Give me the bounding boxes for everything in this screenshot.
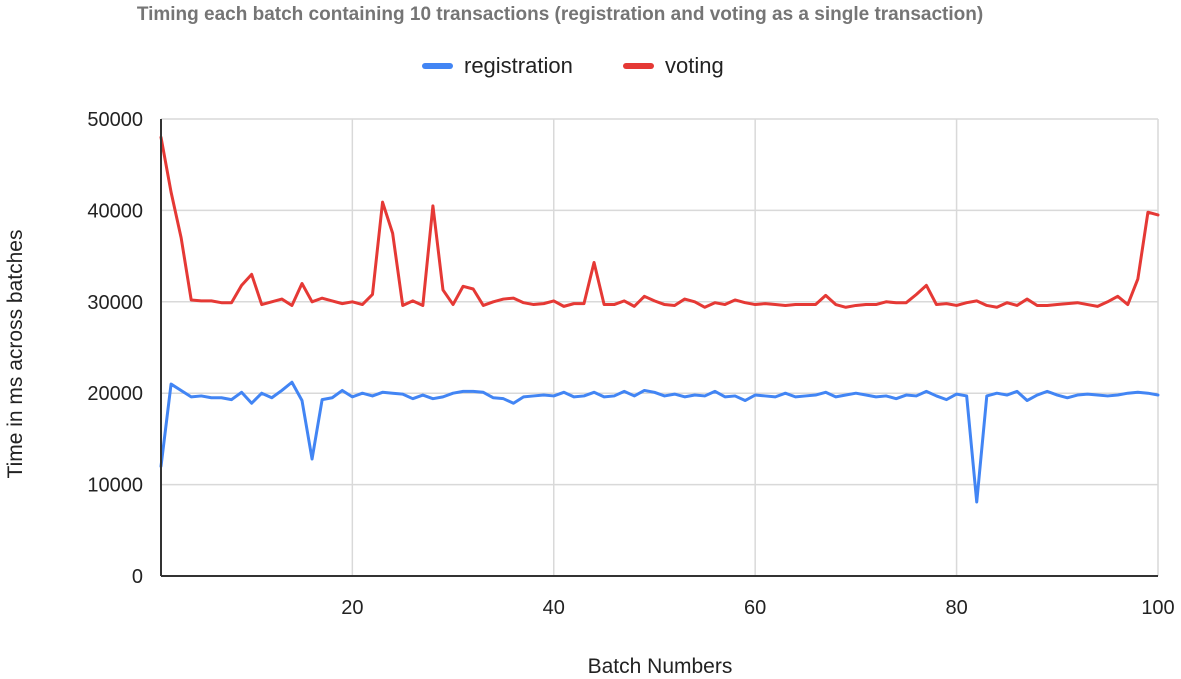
series-line-voting xyxy=(159,135,1160,309)
y-tick-label: 20000 xyxy=(87,383,143,405)
axes xyxy=(160,119,1158,577)
y-axis-title: Time in ms across batches xyxy=(4,230,27,479)
x-tick-label: 20 xyxy=(341,597,363,619)
grid xyxy=(161,118,1159,576)
x-tick-label: 100 xyxy=(1141,597,1174,619)
legend-label-voting: voting xyxy=(665,53,724,78)
x-axis-title: Batch Numbers xyxy=(588,655,733,678)
y-tick-label: 30000 xyxy=(87,292,143,314)
y-tick-label: 0 xyxy=(132,566,143,588)
legend-label-registration: registration xyxy=(464,53,573,78)
y-tick-label: 40000 xyxy=(87,200,143,222)
series-line-registration xyxy=(159,380,1160,504)
legend-item-voting[interactable]: voting xyxy=(623,53,724,78)
x-tick-label: 40 xyxy=(543,597,565,619)
y-tick-label: 10000 xyxy=(87,475,143,497)
tick-labels: 0 10000 20000 30000 40000 50000 20 40 60 80 100 xyxy=(87,109,1174,619)
chart-title: Timing each batch containing 10 transact… xyxy=(137,4,983,25)
x-tick-label: 80 xyxy=(945,597,967,619)
series-layer xyxy=(159,135,1160,504)
y-tick-label: 50000 xyxy=(87,109,143,131)
legend-item-registration[interactable]: registration xyxy=(422,53,573,78)
x-tick-label: 60 xyxy=(744,597,766,619)
legend: registration voting xyxy=(422,53,724,78)
